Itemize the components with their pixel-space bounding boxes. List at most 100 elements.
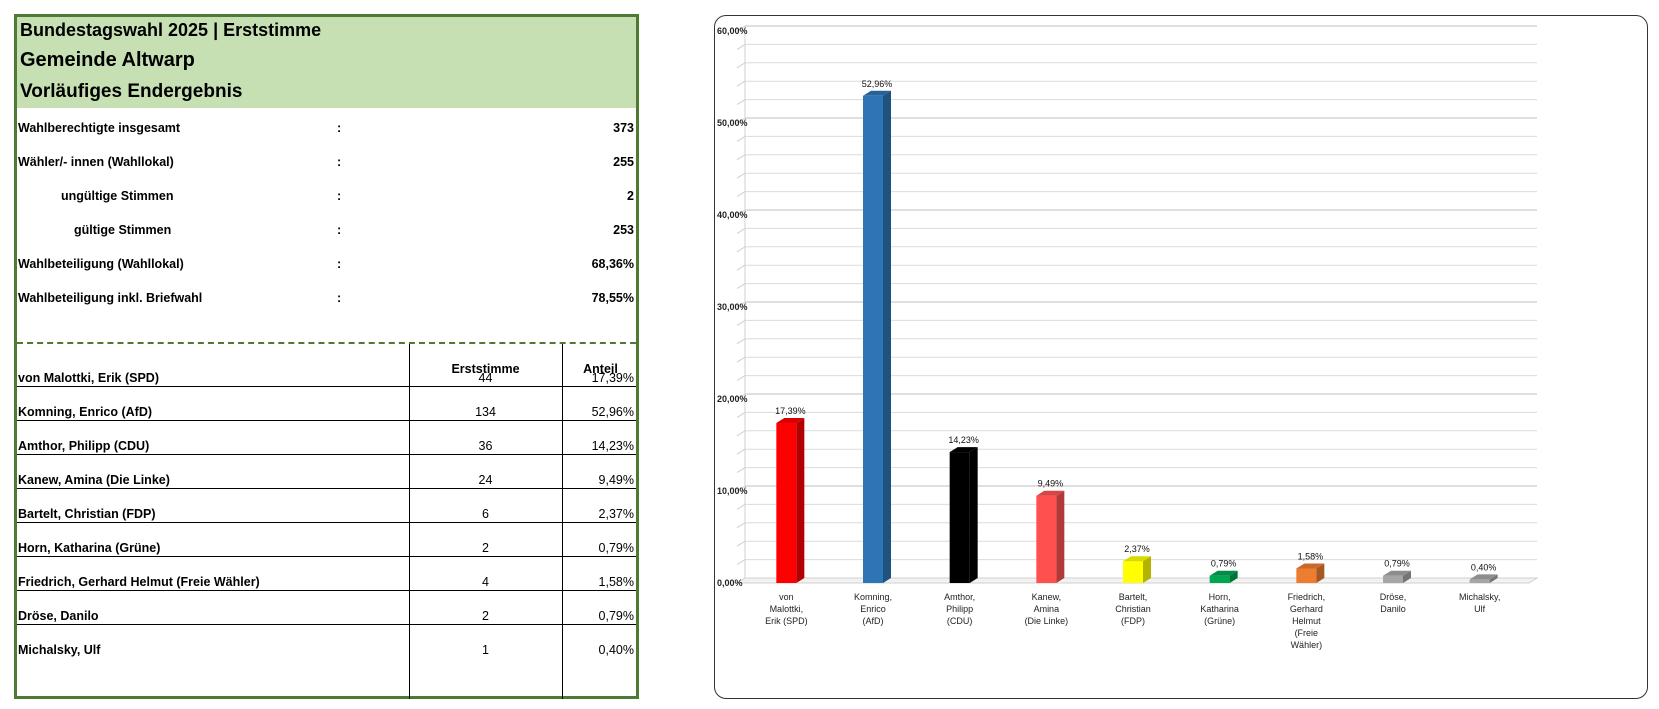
candidate-share: 9,49% xyxy=(598,473,634,487)
gridline-corner xyxy=(736,172,746,179)
x-tick-label: Dröse, Danilo xyxy=(1380,592,1407,614)
bar-side xyxy=(1489,574,1498,583)
candidate-row: Komning, Enrico (AfD) 134 52,96% xyxy=(17,385,636,421)
votes-column-header: Erststimme xyxy=(451,362,520,376)
y-tick-label: 50,00% xyxy=(717,118,748,128)
summary-colon: : xyxy=(337,223,342,237)
summary-row-invalid: ungültige Stimmen : 2 xyxy=(17,179,636,213)
candidate-votes: 24 xyxy=(478,473,493,487)
candidate-share: 52,96% xyxy=(591,405,634,419)
bar-top xyxy=(1123,556,1151,562)
data-label: 9,49% xyxy=(1038,479,1064,489)
gridline-corner xyxy=(736,25,746,32)
gridline-corner xyxy=(736,301,746,308)
candidate-row: Friedrich, Gerhard Helmut (Freie Wähler)… xyxy=(17,555,636,591)
bar xyxy=(1036,495,1057,583)
gridline-corner xyxy=(736,338,746,345)
x-tick-label-line: Komning, xyxy=(854,592,892,602)
summary-colon: : xyxy=(337,291,342,305)
bar-side xyxy=(969,447,978,583)
bar-side xyxy=(1403,570,1411,583)
gridline-corner xyxy=(736,135,746,142)
x-axis-labels: von Malottki, Erik (SPD) Komning, Enrico (AfD… xyxy=(765,592,1500,650)
gridline-corner xyxy=(736,99,746,106)
x-tick-label: Michalsky, Ulf xyxy=(1459,592,1500,614)
data-label: 0,79% xyxy=(1211,559,1237,569)
summary-colon: : xyxy=(337,257,342,271)
gridline-corner xyxy=(736,43,746,50)
x-tick-label-line: von xyxy=(779,592,794,602)
y-axis-ticks: 0,00% 10,00% 20,00% 30,00% 40,00% 50,00% 60,00… xyxy=(717,26,748,588)
x-tick-label-line: (Die Linke) xyxy=(1025,616,1069,626)
bar-side xyxy=(1056,490,1065,583)
summary-value: 255 xyxy=(613,155,634,169)
gridline-corner xyxy=(736,503,746,510)
row-divider xyxy=(17,454,636,455)
summary-label: Wahlberechtigte insgesamt xyxy=(18,121,181,135)
data-label: 52,96% xyxy=(862,79,893,89)
bar-top xyxy=(1036,490,1065,496)
candidate-votes: 6 xyxy=(482,507,489,521)
x-tick-label-line: Gerhard xyxy=(1290,604,1323,614)
gridlines xyxy=(735,25,1539,584)
x-tick-label: Horn, Katharina (Grüne) xyxy=(1200,592,1239,626)
x-tick-label-line: Danilo xyxy=(1380,604,1406,614)
summary-label: Wahlbeteiligung (Wahllokal) xyxy=(18,257,184,271)
column-divider xyxy=(409,344,410,699)
gridline-corner xyxy=(736,356,746,363)
x-tick-label-line: (AfD) xyxy=(863,616,884,626)
gridline-corner xyxy=(736,319,746,326)
row-divider xyxy=(17,386,636,387)
bar-top xyxy=(1469,574,1498,580)
candidate-share: 1,58% xyxy=(598,575,634,589)
candidate-name: Michalsky, Ulf xyxy=(18,643,101,657)
x-tick-label: Kanew, Amina (Die Linke) xyxy=(1025,592,1069,626)
x-tick-label-line: (Freie xyxy=(1295,628,1319,638)
data-label: 0,79% xyxy=(1384,559,1410,569)
x-tick-label-line: Kanew, xyxy=(1032,592,1062,602)
x-tick-label-line: Horn, xyxy=(1209,592,1231,602)
row-divider xyxy=(17,522,636,523)
candidate-votes: 36 xyxy=(478,439,493,453)
bar-top xyxy=(1296,563,1325,569)
x-tick-label-line: (CDU) xyxy=(947,616,973,626)
bar xyxy=(949,452,970,583)
gridline-corner xyxy=(736,393,746,400)
bar xyxy=(1296,568,1317,583)
column-divider xyxy=(562,344,563,699)
gridline-corner xyxy=(736,117,746,124)
gridline-corner xyxy=(736,283,746,290)
x-tick-label: Amthor, Philipp (CDU) xyxy=(944,592,975,626)
bar-top xyxy=(949,447,978,453)
summary-colon: : xyxy=(337,155,342,169)
summary-row-voters: Wähler/- innen (Wahllokal) : 255 xyxy=(17,145,636,179)
x-tick-label-line: Amina xyxy=(1034,604,1060,614)
candidate-name: Kanew, Amina (Die Linke) xyxy=(18,473,170,487)
gridline-corner xyxy=(736,154,746,161)
gridline-corner xyxy=(736,209,746,216)
table-header: Bundestagswahl 2025 | Erststimme Gemeind… xyxy=(17,17,636,108)
candidate-votes: 134 xyxy=(475,405,496,419)
summary-value: 253 xyxy=(613,223,634,237)
gridline-corner xyxy=(736,522,746,529)
x-tick-label-line: Friedrich, xyxy=(1288,592,1326,602)
row-divider xyxy=(17,488,636,489)
row-divider xyxy=(17,420,636,421)
gridline-corner xyxy=(736,80,746,87)
candidate-row: Kanew, Amina (Die Linke) 24 9,49% xyxy=(17,453,636,489)
summary-label: Wähler/- innen (Wahllokal) xyxy=(18,155,174,169)
bar-side xyxy=(1316,563,1325,583)
summary-row-turnout: Wahlbeteiligung (Wahllokal) : 68,36% xyxy=(17,247,636,281)
x-tick-label-line: Katharina xyxy=(1200,604,1239,614)
row-divider xyxy=(17,556,636,557)
x-tick-label-line: Amthor, xyxy=(944,592,975,602)
candidate-votes: 44 xyxy=(478,371,493,385)
x-tick-label-line: (Grüne) xyxy=(1204,616,1235,626)
bar-top xyxy=(863,90,891,96)
candidate-votes: 4 xyxy=(482,575,489,589)
candidate-row: Horn, Katharina (Grüne) 2 0,79% xyxy=(17,521,636,557)
summary-label: ungültige Stimmen xyxy=(61,189,174,203)
x-tick-label-line: Erik (SPD) xyxy=(765,616,808,626)
y-tick-label: 40,00% xyxy=(717,210,748,220)
election-title: Bundestagswahl 2025 | Erststimme xyxy=(20,20,322,40)
